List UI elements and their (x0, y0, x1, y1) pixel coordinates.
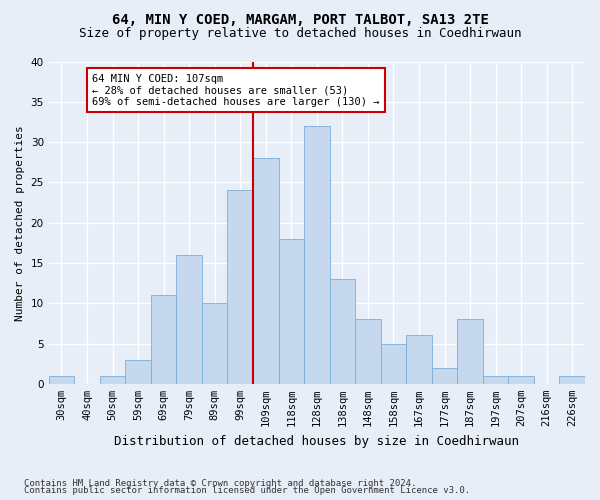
Bar (227, 190, 253, 384)
Bar (355, 320, 380, 384)
Bar (151, 295, 176, 384)
Bar (100, 376, 125, 384)
Bar (329, 279, 355, 384)
Bar (483, 376, 508, 384)
Bar (202, 303, 227, 384)
Text: Contains public sector information licensed under the Open Government Licence v3: Contains public sector information licen… (24, 486, 470, 495)
Bar (278, 239, 304, 384)
Bar (49, 376, 74, 384)
Bar (457, 320, 483, 384)
Bar (432, 368, 457, 384)
Text: 64 MIN Y COED: 107sqm
← 28% of detached houses are smaller (53)
69% of semi-deta: 64 MIN Y COED: 107sqm ← 28% of detached … (92, 74, 380, 107)
Bar (253, 158, 278, 384)
Text: Contains HM Land Registry data © Crown copyright and database right 2024.: Contains HM Land Registry data © Crown c… (24, 478, 416, 488)
Bar (125, 360, 151, 384)
Text: Size of property relative to detached houses in Coedhirwaun: Size of property relative to detached ho… (79, 28, 521, 40)
Bar (380, 344, 406, 384)
Y-axis label: Number of detached properties: Number of detached properties (15, 125, 25, 320)
X-axis label: Distribution of detached houses by size in Coedhirwaun: Distribution of detached houses by size … (115, 434, 520, 448)
Bar (304, 126, 329, 384)
Bar (508, 376, 534, 384)
Bar (559, 376, 585, 384)
Bar (406, 336, 432, 384)
Bar (176, 255, 202, 384)
Text: 64, MIN Y COED, MARGAM, PORT TALBOT, SA13 2TE: 64, MIN Y COED, MARGAM, PORT TALBOT, SA1… (112, 12, 488, 26)
